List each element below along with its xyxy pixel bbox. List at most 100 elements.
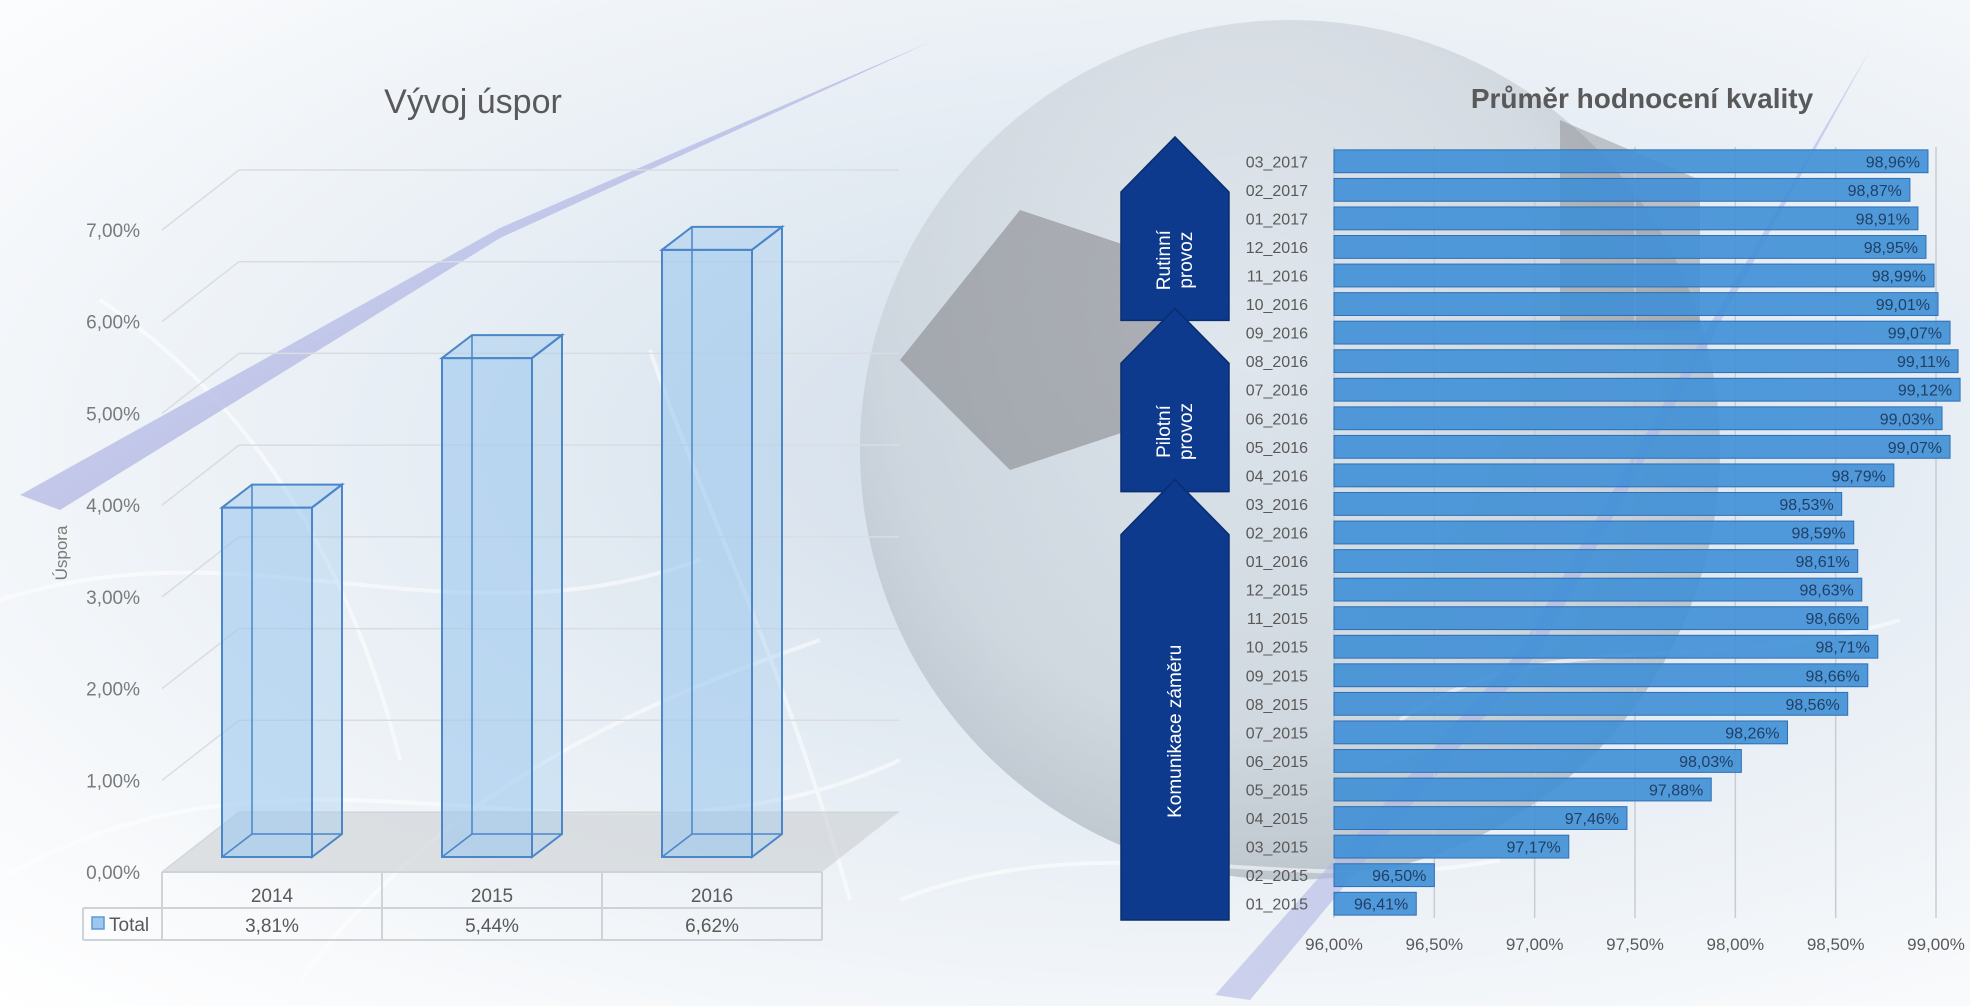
data-label: 98,03% xyxy=(1679,754,1733,771)
data-label: 96,50% xyxy=(1372,868,1426,885)
x-tick-label: 97,50% xyxy=(1606,935,1664,954)
bar xyxy=(1333,720,1789,745)
bar xyxy=(1333,349,1959,374)
data-label: 97,88% xyxy=(1649,783,1703,800)
x-category-label: 2015 xyxy=(471,886,513,907)
phase-arrow: Komunikace záměru xyxy=(1120,478,1230,921)
data-label: 98,91% xyxy=(1856,211,1910,228)
data-label: 98,79% xyxy=(1832,468,1886,485)
category-labels: 03_2017 02_2017 01_2017 12_2016 11_2016 10_20… xyxy=(1246,154,1308,913)
category-label: 01_2016 xyxy=(1246,554,1308,571)
x-tick-label: 98,50% xyxy=(1807,935,1865,954)
bar xyxy=(1333,520,1855,545)
phase-label-line: Komunikace záměru xyxy=(1165,645,1186,818)
phase-label-line: Pilotní xyxy=(1154,404,1175,458)
bar-edge xyxy=(221,833,253,858)
data-table-value: 6,62% xyxy=(685,916,739,937)
phase-label: Pilotníprovoz xyxy=(1154,403,1197,460)
data-label: 99,03% xyxy=(1880,411,1934,428)
bar xyxy=(1333,691,1849,716)
phase-label-line: provoz xyxy=(1176,403,1197,460)
category-label: 08_2015 xyxy=(1246,697,1308,714)
phase-arrow: Rutinníprovoz xyxy=(1120,135,1230,322)
data-table-value: 3,81% xyxy=(245,916,299,937)
bar-edge xyxy=(441,833,473,858)
bar xyxy=(1333,663,1869,688)
x-tick-label: 98,00% xyxy=(1706,935,1764,954)
x-category-label: 2016 xyxy=(691,886,733,907)
category-label: 12_2016 xyxy=(1246,240,1308,257)
bar xyxy=(1333,206,1919,231)
bar xyxy=(1333,463,1895,488)
bar xyxy=(1333,777,1712,802)
y-tick-label: 5,00% xyxy=(86,404,140,425)
data-label: 98,66% xyxy=(1806,668,1860,685)
category-label: 03_2016 xyxy=(1246,497,1308,514)
data-label: 99,01% xyxy=(1876,297,1930,314)
category-label: 09_2016 xyxy=(1246,326,1308,343)
category-label: 04_2016 xyxy=(1246,468,1308,485)
phase-label-line: Rutinní xyxy=(1154,229,1175,290)
data-label: 98,61% xyxy=(1795,554,1849,571)
y-tick-label: 0,00% xyxy=(86,863,140,884)
data-label: 98,63% xyxy=(1799,583,1853,600)
bar-series-total xyxy=(219,224,785,860)
bar xyxy=(1333,292,1939,316)
data-label: 98,96% xyxy=(1866,154,1920,171)
y-tick-label: 1,00% xyxy=(86,771,140,792)
bar xyxy=(1333,577,1863,602)
category-label: 01_2017 xyxy=(1246,211,1308,228)
bar xyxy=(1333,834,1570,859)
category-label: 02_2015 xyxy=(1246,868,1308,885)
category-label: 10_2015 xyxy=(1246,640,1308,657)
arrow-shape xyxy=(20,42,930,510)
phase-arrow-shape xyxy=(1120,478,1230,921)
bar-front xyxy=(441,357,533,858)
data-label: 98,59% xyxy=(1791,526,1845,543)
category-label: 05_2015 xyxy=(1246,783,1308,800)
data-label: 98,99% xyxy=(1872,269,1926,286)
data-label: 99,11% xyxy=(1897,354,1950,371)
y-axis: 0,00% 1,00% 2,00% 3,00% 4,00% 5,00% 6,00% 7,00% xyxy=(86,221,140,884)
category-label: 02_2016 xyxy=(1246,526,1308,543)
category-label: 02_2017 xyxy=(1246,183,1308,200)
category-label: 11_2015 xyxy=(1247,611,1308,628)
x-tick-label: 99,00% xyxy=(1907,935,1965,954)
phase-arrow-shape xyxy=(1120,307,1230,493)
category-label: 07_2016 xyxy=(1246,383,1308,400)
data-label: 96,41% xyxy=(1354,897,1408,914)
bar-series: 98,96% 98,87% 98,91% 98,95% 98,99% 99,01% 99,0… xyxy=(1333,149,1961,916)
data-label: 97,17% xyxy=(1507,840,1561,857)
bar xyxy=(1333,549,1859,573)
legend-swatch xyxy=(91,916,105,930)
bar xyxy=(659,224,785,860)
bar xyxy=(1333,235,1927,259)
data-table: Total 2014 3,81% 2015 5,44% 2016 6,62% xyxy=(82,871,823,941)
category-label: 01_2015 xyxy=(1246,897,1308,914)
category-label: 03_2015 xyxy=(1246,840,1308,857)
bar xyxy=(439,333,565,860)
bar xyxy=(1333,634,1879,659)
category-label: 04_2015 xyxy=(1246,811,1308,828)
y-tick-label: 7,00% xyxy=(86,221,140,242)
y-tick-label: 4,00% xyxy=(86,496,140,517)
data-label: 98,26% xyxy=(1725,725,1779,742)
phase-arrow-shape xyxy=(1120,135,1230,322)
category-label: 07_2015 xyxy=(1246,725,1308,742)
bar xyxy=(1333,606,1869,631)
data-label: 99,07% xyxy=(1888,440,1942,457)
data-label: 97,46% xyxy=(1565,811,1619,828)
bar-edge xyxy=(661,833,693,858)
x-category-label: 2014 xyxy=(251,886,294,907)
data-label: 98,87% xyxy=(1848,183,1902,200)
category-label: 10_2016 xyxy=(1246,297,1308,314)
phase-label-line: provoz xyxy=(1176,232,1197,289)
bar-front xyxy=(661,248,753,858)
phase-label: Rutinníprovoz xyxy=(1154,229,1197,290)
bar xyxy=(219,482,345,860)
data-label: 98,71% xyxy=(1816,640,1870,657)
category-label: 05_2016 xyxy=(1246,440,1308,457)
